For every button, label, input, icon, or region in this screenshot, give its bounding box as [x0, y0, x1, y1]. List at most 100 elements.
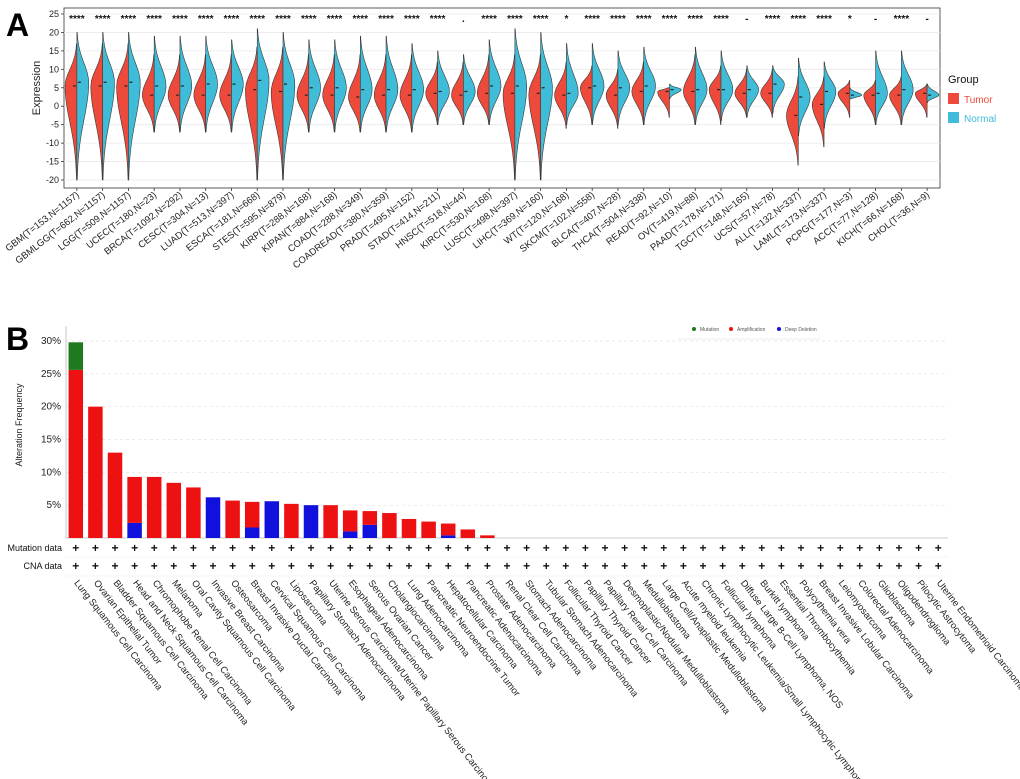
data-row-marker: +: [386, 541, 393, 555]
bar-amplification: [68, 369, 84, 538]
violin-normal-half: [385, 35, 399, 133]
data-row-marker: +: [425, 541, 432, 555]
violin-normal-half: [128, 32, 141, 181]
violin-tumor-half: [708, 65, 722, 125]
data-row-marker: +: [464, 541, 471, 555]
data-row-marker: +: [739, 541, 746, 555]
data-row-marker: +: [817, 559, 824, 573]
bar-amplification: [284, 503, 299, 538]
bar-amplification: [460, 529, 476, 538]
violin-tumor-half: [837, 80, 851, 118]
data-row-marker: +: [405, 559, 412, 573]
data-row-marker: +: [366, 541, 373, 555]
violin-normal-half: [823, 61, 837, 129]
bar-amplification: [323, 505, 338, 538]
violin-y-tick-label: 5: [54, 83, 59, 93]
violin-tumor-half: [683, 54, 696, 125]
violin-normal-half: [76, 32, 89, 181]
legend-normal-swatch: [948, 112, 959, 123]
significance-label: ****: [69, 14, 85, 25]
violin-normal-half: [643, 46, 656, 125]
data-row-marker: +: [876, 541, 883, 555]
violin-normal-half: [694, 46, 708, 125]
significance-label: -: [874, 14, 877, 25]
significance-label: -: [925, 14, 928, 25]
violin-normal-half: [849, 87, 862, 100]
violin-significance-labels: **** **** **** **** **** **** **** **** **** ****…: [69, 14, 929, 25]
violin-tumor-half: [605, 69, 619, 129]
data-row-marker: +: [288, 541, 295, 555]
violin-y-tick-label: -5: [51, 120, 59, 130]
bar-data-row-markers: + + + + + + + + + + + + + + + + + + + + + + + + + + + + + + + + + + + + + + + +…: [66, 541, 948, 577]
violin-normal-half: [102, 32, 115, 181]
violin-normal-half: [746, 65, 759, 118]
violin-normal-half: [153, 35, 167, 133]
significance-label: ****: [378, 14, 394, 25]
data-row-marker: +: [562, 541, 569, 555]
bar-amplification: [186, 487, 201, 538]
data-row-marker: +: [895, 541, 902, 555]
significance-label: ****: [172, 14, 188, 25]
violin-tumor-half: [296, 54, 310, 133]
data-row-marker: +: [347, 541, 354, 555]
row-label-cna-data: CNA data: [23, 561, 62, 571]
bar-amplification: [166, 482, 182, 538]
bar-y-tick-label: 5%: [47, 500, 62, 511]
bar-amplification: [401, 518, 417, 538]
data-row-marker: +: [131, 559, 138, 573]
violin-y-tick-label: 10: [49, 64, 59, 74]
data-row-marker: +: [503, 541, 510, 555]
legend-tumor-swatch: [948, 93, 959, 104]
bar-amplification: [480, 535, 495, 538]
violin-normal-half: [437, 50, 450, 125]
data-row-marker: +: [151, 541, 158, 555]
data-row-marker: +: [190, 559, 197, 573]
data-row-marker: +: [405, 541, 412, 555]
data-row-marker: +: [170, 541, 177, 555]
violin-tumor-half: [476, 54, 490, 125]
data-row-marker: +: [543, 541, 550, 555]
violin-normal-half: [901, 50, 914, 125]
data-row-marker: +: [249, 559, 256, 573]
data-row-marker: +: [209, 541, 216, 555]
violin-tumor-half: [734, 69, 748, 118]
data-row-marker: +: [523, 541, 530, 555]
data-row-marker: +: [699, 541, 706, 555]
bar-amplification: [88, 406, 103, 538]
data-row-marker: +: [229, 559, 236, 573]
bar-deep-deletion: [440, 535, 456, 538]
data-row-marker: +: [876, 559, 883, 573]
bar-deep-deletion: [342, 531, 358, 538]
violin-y-tick-label: -20: [46, 175, 59, 185]
data-row-marker: +: [464, 559, 471, 573]
data-row-marker: +: [386, 559, 393, 573]
violin-tumor-half: [528, 54, 541, 181]
violin-normal-half: [359, 35, 373, 133]
data-row-marker: +: [111, 559, 118, 573]
violin-tumor-half: [425, 61, 438, 125]
data-row-marker: +: [523, 559, 530, 573]
significance-label: ****: [146, 14, 162, 25]
violin-tumor-half: [914, 83, 928, 118]
violin-y-axis-label: Expression: [31, 61, 43, 115]
data-row-marker: +: [484, 541, 491, 555]
data-row-marker: +: [837, 541, 844, 555]
bar-y-tick-label: 20%: [41, 402, 61, 413]
violin-tumor-half: [657, 87, 670, 118]
data-row-marker: +: [680, 559, 687, 573]
data-row-marker: +: [209, 559, 216, 573]
data-row-marker: +: [660, 559, 667, 573]
bar-deep-deletion: [244, 527, 260, 538]
violin-normal-half: [256, 28, 270, 181]
violin-normal-half: [179, 35, 193, 133]
significance-label: ****: [353, 14, 369, 25]
violin-tumor-half: [322, 54, 335, 133]
data-row-marker: +: [621, 541, 628, 555]
bar-amplification: [225, 500, 240, 538]
significance-label: ****: [507, 14, 523, 25]
violin-y-tick-label: -15: [46, 157, 59, 167]
violin-tumor-half: [64, 43, 78, 181]
data-row-marker: +: [641, 559, 648, 573]
panel-a-label: A: [6, 7, 29, 43]
